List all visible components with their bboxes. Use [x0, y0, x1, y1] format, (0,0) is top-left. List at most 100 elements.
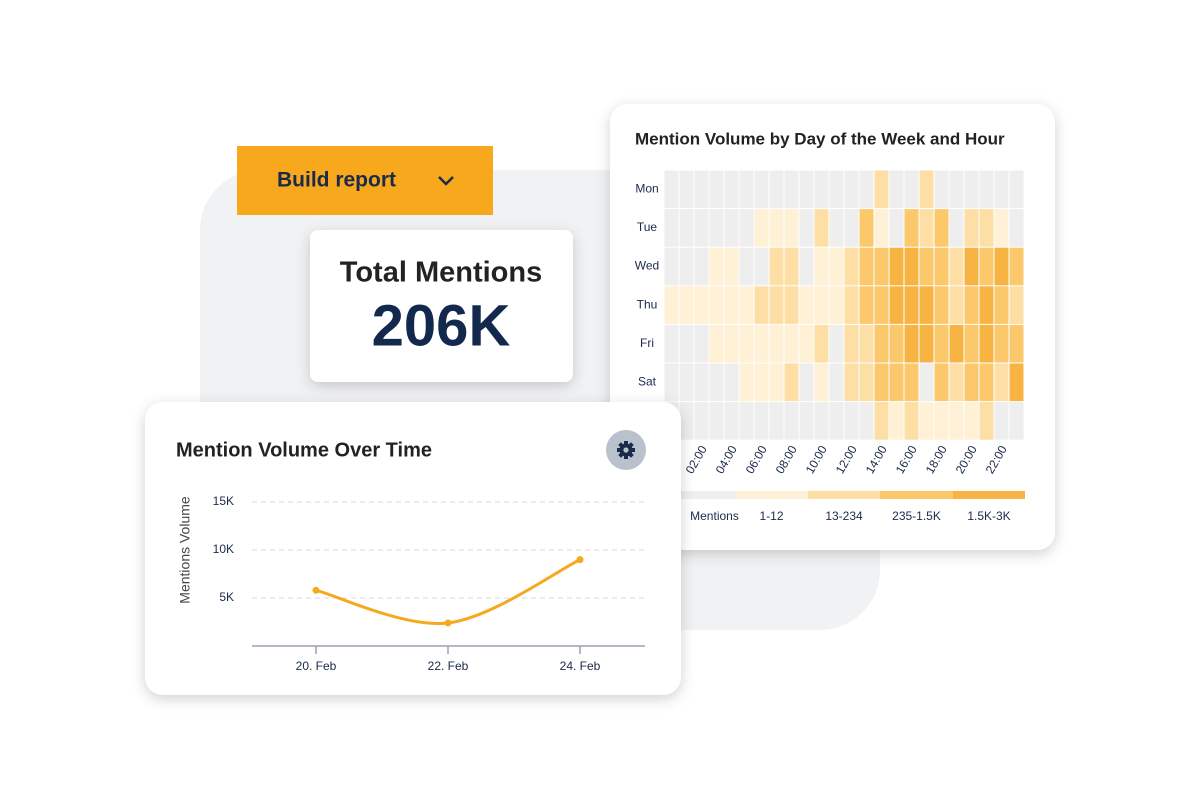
heat-cell [979, 402, 994, 440]
heat-cell [664, 247, 679, 286]
heat-cell [934, 247, 949, 286]
heat-cell [919, 209, 934, 247]
heat-cell [709, 247, 724, 286]
heat-cell [889, 402, 904, 440]
heat-cell [664, 286, 679, 324]
heat-cell [874, 363, 889, 402]
heat-cell [679, 324, 694, 363]
heat-cell [829, 402, 844, 440]
heat-cell [859, 363, 874, 402]
heat-cell [874, 324, 889, 363]
heat-cell [934, 324, 949, 363]
legend-label: Mentions [690, 509, 739, 523]
heat-cell [694, 247, 709, 286]
legend-swatch [664, 491, 735, 499]
heat-cell [919, 247, 934, 286]
heat-cell [919, 170, 934, 209]
heat-cell [724, 402, 739, 440]
heat-cell [664, 324, 679, 363]
heat-cell [964, 247, 979, 286]
heat-cell [829, 170, 844, 209]
y-tick-label: 10K [213, 542, 234, 556]
heat-cell [679, 286, 694, 324]
heat-cell [769, 402, 784, 440]
heat-cell [874, 170, 889, 209]
heat-cell [709, 402, 724, 440]
data-point [444, 619, 452, 627]
heat-cell [709, 324, 724, 363]
heat-cell [694, 324, 709, 363]
legend-swatch [953, 491, 1025, 499]
heat-cell [994, 402, 1009, 440]
heat-cell [964, 209, 979, 247]
heat-cell [994, 209, 1009, 247]
y-tick-label: 5K [219, 590, 234, 604]
heat-cell [979, 286, 994, 324]
gear-icon[interactable] [617, 441, 635, 459]
heat-cell [919, 286, 934, 324]
heat-cell [724, 247, 739, 286]
heat-cell [949, 247, 964, 286]
legend-swatch [808, 491, 880, 499]
build-report-button[interactable]: Build report [237, 146, 493, 215]
heat-cell [814, 170, 829, 209]
heat-cell [754, 209, 769, 247]
heat-cell [844, 170, 859, 209]
heat-cell [784, 402, 799, 440]
heat-cell [994, 286, 1009, 324]
heat-cell [799, 363, 814, 402]
row-label: Thu [637, 297, 658, 311]
heat-cell [979, 247, 994, 286]
heat-cell [769, 286, 784, 324]
heat-cell [994, 247, 1009, 286]
heat-cell [889, 247, 904, 286]
heat-cell [724, 286, 739, 324]
heat-cell [724, 324, 739, 363]
heat-cell [904, 324, 919, 363]
heat-cell [679, 247, 694, 286]
heat-cell [964, 324, 979, 363]
heat-cell [1009, 170, 1024, 209]
heat-cell [664, 363, 679, 402]
kpi-value: 206K [372, 293, 511, 358]
heat-cell [889, 324, 904, 363]
heat-cell [859, 402, 874, 440]
heat-cell [889, 286, 904, 324]
heat-cell [994, 324, 1009, 363]
legend-swatch [735, 491, 808, 499]
heat-cell [664, 209, 679, 247]
heat-cell [754, 402, 769, 440]
heat-cell [904, 286, 919, 324]
heat-cell [889, 209, 904, 247]
heat-cell [784, 286, 799, 324]
heat-cell [889, 170, 904, 209]
heat-cell [694, 402, 709, 440]
heat-cell [679, 170, 694, 209]
line-title: Mention Volume Over Time [176, 439, 432, 461]
heat-cell [1009, 286, 1024, 324]
heat-cell [814, 247, 829, 286]
heat-cell [739, 324, 754, 363]
heat-cell [1009, 324, 1024, 363]
row-label: Mon [635, 181, 658, 195]
heat-cell [934, 286, 949, 324]
heat-cell [694, 170, 709, 209]
heat-cell [964, 363, 979, 402]
heat-cell [829, 363, 844, 402]
button-label[interactable]: Build report [277, 169, 396, 192]
heat-cell [724, 170, 739, 209]
heatmap-card: Mention Volume by Day of the Week and Ho… [610, 104, 1055, 550]
heat-cell [949, 286, 964, 324]
heat-cell [784, 247, 799, 286]
heat-cell [829, 286, 844, 324]
x-tick-label: 22. Feb [428, 659, 469, 673]
heat-cell [679, 363, 694, 402]
heat-cell [844, 324, 859, 363]
heat-cell [829, 324, 844, 363]
heat-cell [874, 209, 889, 247]
data-point [576, 556, 584, 564]
heat-cell [724, 209, 739, 247]
heat-cell [724, 363, 739, 402]
legend-label: 13-234 [825, 509, 863, 523]
